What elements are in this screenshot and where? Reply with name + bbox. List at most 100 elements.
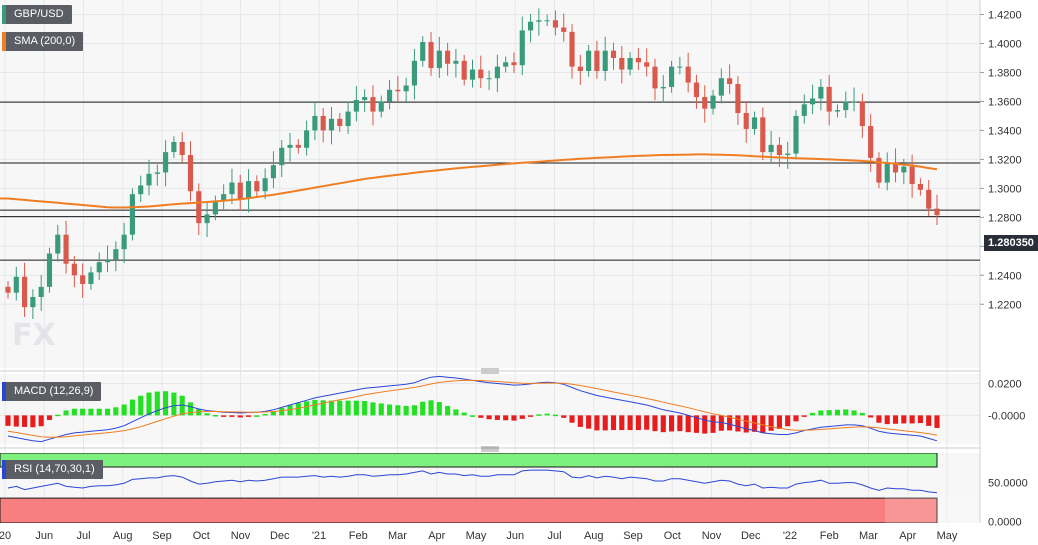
candle[interactable] xyxy=(129,194,135,235)
macd-signal-line[interactable] xyxy=(7,379,938,438)
candle[interactable] xyxy=(693,82,700,98)
candle[interactable] xyxy=(38,286,44,298)
candle[interactable] xyxy=(370,97,376,112)
candle[interactable] xyxy=(237,182,243,199)
candle[interactable] xyxy=(196,191,202,224)
candle[interactable] xyxy=(577,66,583,71)
candle[interactable] xyxy=(163,152,169,173)
candle[interactable] xyxy=(395,89,401,92)
candle[interactable] xyxy=(776,144,782,156)
candle[interactable] xyxy=(851,101,857,103)
candle[interactable] xyxy=(569,31,575,67)
candle[interactable] xyxy=(503,62,509,67)
candle[interactable] xyxy=(378,101,384,112)
candle[interactable] xyxy=(46,253,53,287)
candle[interactable] xyxy=(328,118,335,131)
candle[interactable] xyxy=(353,99,359,112)
candle[interactable] xyxy=(644,62,650,67)
candle[interactable] xyxy=(793,115,799,154)
candle[interactable] xyxy=(511,62,517,66)
sma-legend[interactable]: SMA (200,0) xyxy=(2,32,84,51)
candle[interactable] xyxy=(834,110,841,112)
candle[interactable] xyxy=(702,97,708,109)
candle[interactable] xyxy=(909,166,915,184)
candle[interactable] xyxy=(627,57,633,70)
candle[interactable] xyxy=(403,85,409,92)
candle[interactable] xyxy=(245,181,252,199)
candle[interactable] xyxy=(635,57,641,63)
candle[interactable] xyxy=(254,181,260,192)
rsi-legend[interactable]: RSI (14,70,30,1) xyxy=(2,460,103,479)
candle[interactable] xyxy=(718,78,724,96)
candle[interactable] xyxy=(187,155,194,192)
candle[interactable] xyxy=(179,141,185,156)
candle[interactable] xyxy=(146,173,152,186)
candle[interactable] xyxy=(453,60,459,64)
candle[interactable] xyxy=(445,50,451,64)
candle[interactable] xyxy=(262,178,268,192)
candle[interactable] xyxy=(337,118,343,127)
candle[interactable] xyxy=(411,60,418,86)
candle[interactable] xyxy=(279,147,285,166)
candle[interactable] xyxy=(619,57,625,70)
candle[interactable] xyxy=(386,89,393,102)
candle[interactable] xyxy=(436,50,442,69)
candle[interactable] xyxy=(536,20,542,22)
candle[interactable] xyxy=(71,263,77,276)
candle[interactable] xyxy=(610,50,617,58)
candle[interactable] xyxy=(552,20,559,28)
candle[interactable] xyxy=(55,234,61,254)
candle[interactable] xyxy=(362,97,368,100)
candle[interactable] xyxy=(826,86,832,112)
candle[interactable] xyxy=(478,69,484,79)
candle[interactable] xyxy=(818,86,824,99)
candle[interactable] xyxy=(204,214,210,224)
candle[interactable] xyxy=(320,115,326,131)
candle[interactable] xyxy=(527,21,534,31)
candle[interactable] xyxy=(80,275,86,284)
candle[interactable] xyxy=(901,166,907,173)
candle[interactable] xyxy=(270,165,276,179)
candle[interactable] xyxy=(660,86,666,89)
candle[interactable] xyxy=(934,208,940,216)
candle[interactable] xyxy=(868,126,874,158)
candle[interactable] xyxy=(428,42,434,69)
candle[interactable] xyxy=(345,111,351,127)
candle[interactable] xyxy=(295,144,301,148)
candle[interactable] xyxy=(917,184,923,190)
candle[interactable] xyxy=(586,50,592,71)
candle[interactable] xyxy=(751,117,758,129)
candle[interactable] xyxy=(494,66,500,79)
main-pane[interactable] xyxy=(0,0,980,368)
candle[interactable] xyxy=(801,104,807,116)
candle[interactable] xyxy=(420,42,426,61)
candle[interactable] xyxy=(727,78,733,85)
candle[interactable] xyxy=(785,153,791,156)
candle[interactable] xyxy=(22,276,28,308)
symbol-legend[interactable]: GBP/USD xyxy=(2,5,72,24)
pane-resize-handle[interactable] xyxy=(481,368,499,374)
candle[interactable] xyxy=(677,66,683,68)
candle[interactable] xyxy=(30,297,36,308)
candle[interactable] xyxy=(5,286,11,293)
sma-200-line[interactable] xyxy=(0,153,938,209)
rsi-line[interactable] xyxy=(7,469,938,494)
candle[interactable] xyxy=(892,162,899,173)
candle[interactable] xyxy=(121,234,127,250)
candle[interactable] xyxy=(486,78,492,80)
candle[interactable] xyxy=(96,262,102,273)
candle[interactable] xyxy=(652,66,658,89)
candle[interactable] xyxy=(743,113,749,129)
candle[interactable] xyxy=(154,172,160,174)
candle[interactable] xyxy=(519,30,525,66)
candle[interactable] xyxy=(13,276,19,293)
candle[interactable] xyxy=(461,60,467,80)
candle[interactable] xyxy=(760,117,766,153)
candle[interactable] xyxy=(876,157,882,183)
candle[interactable] xyxy=(287,144,293,148)
pane-resize-handle[interactable] xyxy=(481,446,499,452)
candle[interactable] xyxy=(669,66,675,87)
candle[interactable] xyxy=(113,249,119,260)
macd-legend[interactable]: MACD (12,26,9) xyxy=(2,382,102,401)
